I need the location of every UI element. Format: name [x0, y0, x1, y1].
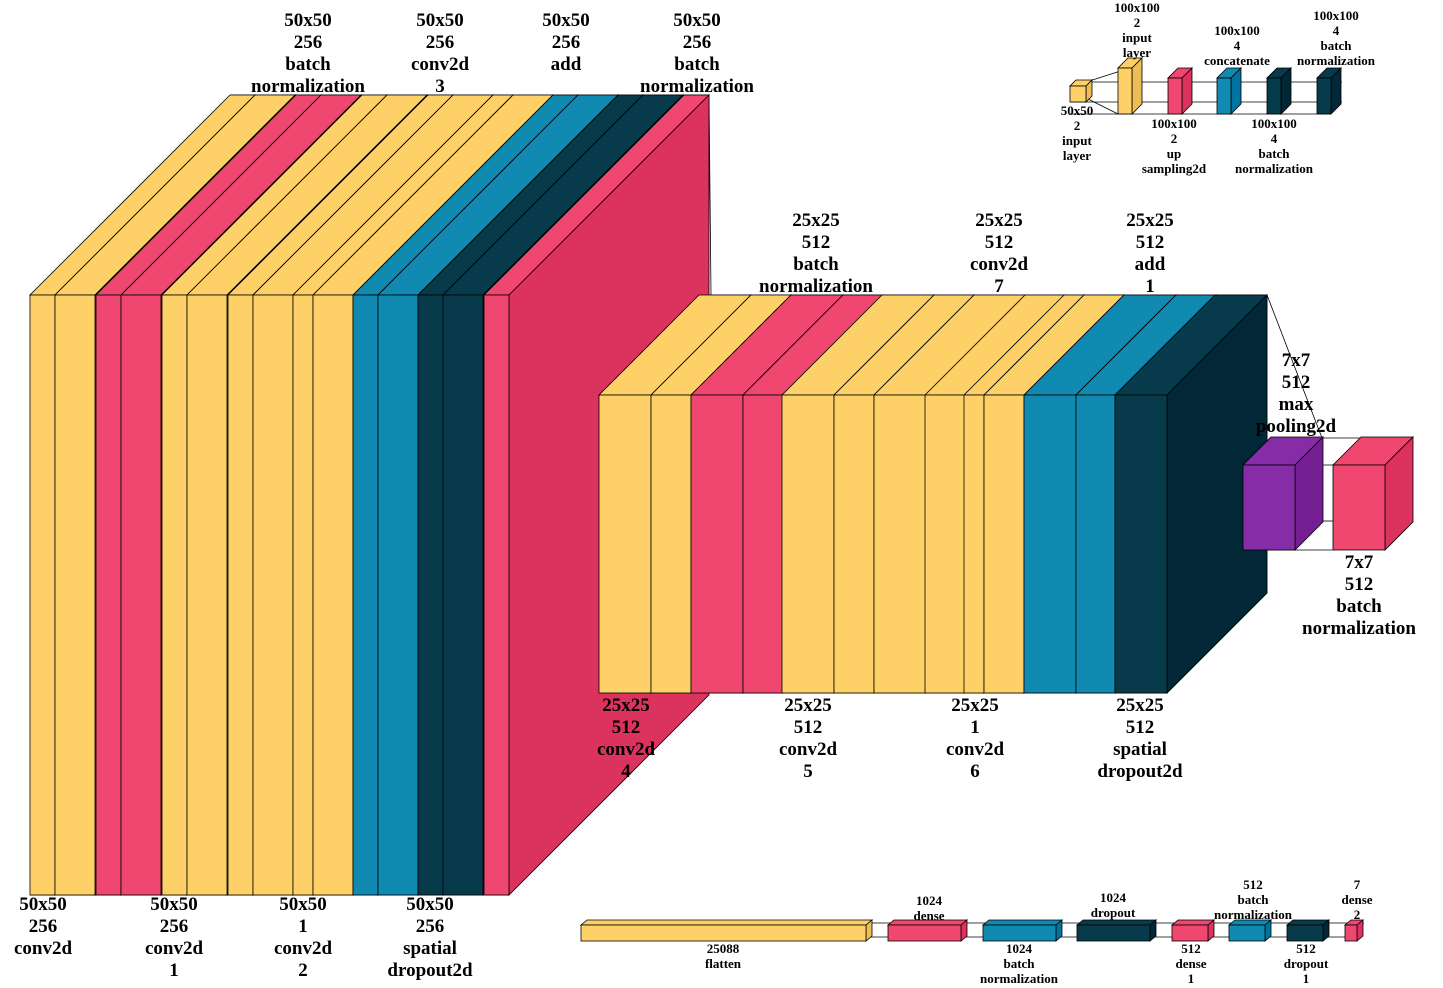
stage2-bottom-label-1: 25x25 512 conv2d 4: [597, 695, 656, 782]
stage2-top-label-2: 25x25 512 conv2d 7: [970, 210, 1029, 297]
inset-bottom-label-1: 50x50 2 input layer: [1061, 103, 1094, 163]
dense-head-bottom-label-3: 512 dense 1: [1175, 941, 1206, 986]
stage2-top-label-1: 25x25 512 batch normalization: [759, 210, 873, 297]
stage1-bottom-label-4: 50x50 256 spatial dropout2d: [387, 894, 473, 981]
stage3-max-pooling: [1242, 436, 1324, 551]
stage2-top-label-3: 25x25 512 add 1: [1126, 210, 1174, 297]
inset-batch-norm-2: [1316, 67, 1342, 115]
dense-head-layer-1: [579, 919, 874, 942]
inset-up-sampling: [1167, 67, 1193, 115]
dense-head-layer-7: [1285, 919, 1331, 942]
stage1-bottom-label-1: 50x50 256 conv2d: [14, 894, 73, 959]
inset-bottom-label-2: 100x100 2 up sampling2d: [1142, 116, 1207, 176]
inset-input-layer-small: [1069, 79, 1093, 103]
stage2-bottom-label-3: 25x25 1 conv2d 6: [946, 695, 1005, 782]
dense-head-top-label-2: 1024 dropout: [1091, 890, 1136, 920]
stage3-top-label-1: 7x7 512 max pooling2d: [1256, 350, 1337, 437]
dense-head-bottom-label-4: 512 dropout 1: [1284, 941, 1329, 986]
stage1-bottom-label-3: 50x50 1 conv2d 2: [274, 894, 333, 981]
inset-input-layer: [1117, 57, 1143, 115]
dense-head-layer-3: [981, 919, 1064, 942]
inset-batch-norm-1: [1266, 67, 1292, 115]
stage1-top-label-4: 50x50 256 batch normalization: [640, 10, 754, 97]
stage2-bottom-label-4: 25x25 512 spatial dropout2d: [1097, 695, 1183, 782]
dense-head-layer-2: [886, 919, 969, 942]
inset-top-label-1: 100x100 2 input layer: [1114, 0, 1160, 60]
stage3-bottom-label-1: 7x7 512 batch normalization: [1302, 552, 1416, 639]
inset-concatenate: [1216, 67, 1242, 115]
stage3-batch-norm: [1332, 436, 1414, 551]
stage1-bottom-label-2: 50x50 256 conv2d 1: [145, 894, 204, 981]
inset-top-label-2: 100x100 4 concatenate: [1204, 23, 1270, 68]
stage1-top-label-2: 50x50 256 conv2d 3: [411, 10, 470, 97]
inset-top-label-3: 100x100 4 batch normalization: [1297, 8, 1376, 68]
dense-head-top-label-1: 1024 dense: [913, 893, 944, 923]
dense-head-top-label-4: 7 dense 2: [1341, 877, 1372, 922]
dense-head-bottom-label-1: 25088 flatten: [705, 941, 742, 971]
stage2-bottom-label-2: 25x25 512 conv2d 5: [779, 695, 838, 782]
dense-head-layer-5: [1170, 919, 1216, 942]
stage1-top-label-3: 50x50 256 add: [542, 10, 590, 75]
dense-head-layer-6: [1227, 919, 1273, 942]
inset-bottom-label-3: 100x100 4 batch normalization: [1235, 116, 1314, 176]
dense-head-top-label-3: 512 batch normalization: [1214, 877, 1293, 922]
dense-head-layer-8: [1343, 919, 1365, 942]
dense-head-bottom-label-2: 1024 batch normalization: [980, 941, 1059, 986]
stage1-top-label-1: 50x50 256 batch normalization: [251, 10, 365, 97]
layer-labels: 50x50 256 conv2d 50x50 256 conv2d 1 50x50 1 conv2…: [14, 0, 1416, 986]
stage2-layer-14: [1114, 294, 1268, 694]
layer-blocks: [29, 57, 1414, 942]
dense-head-layer-4: [1075, 919, 1158, 942]
